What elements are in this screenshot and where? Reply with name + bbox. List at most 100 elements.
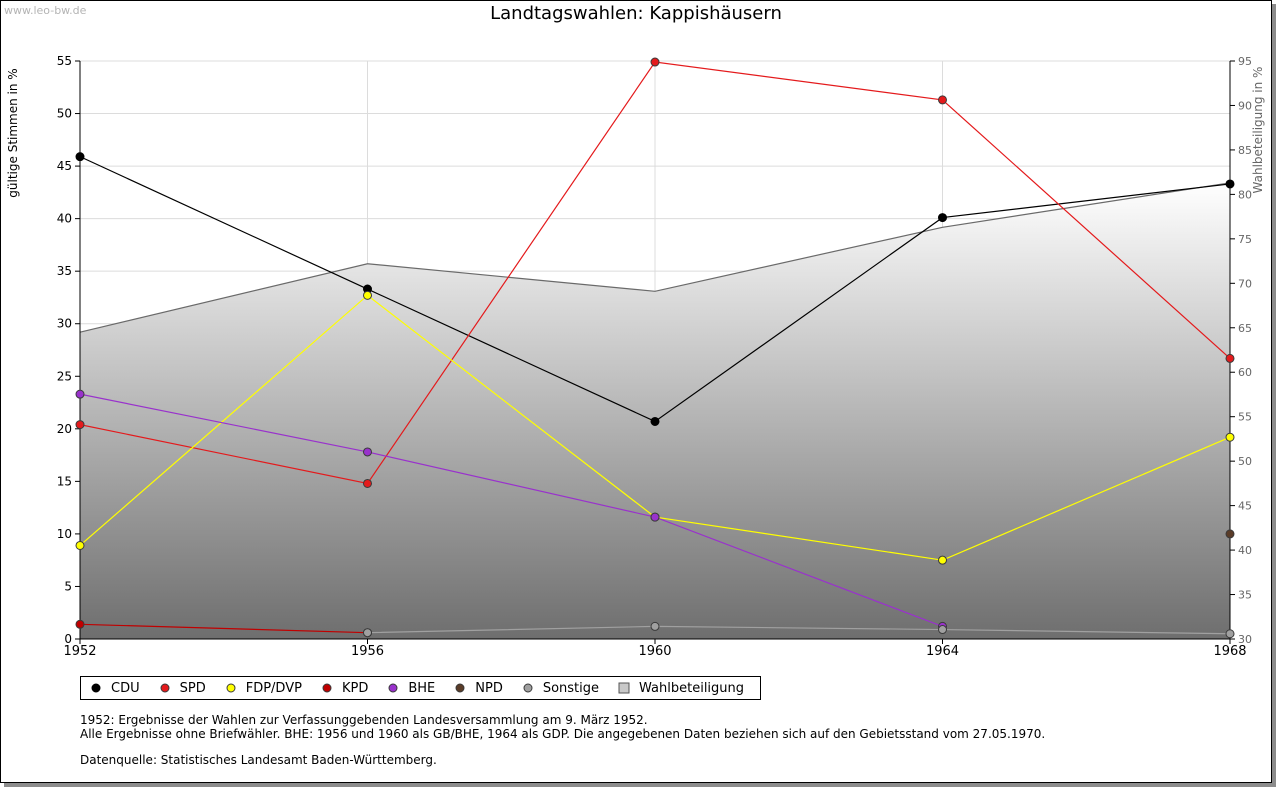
- y-tick-label-right: 35: [1238, 589, 1252, 602]
- data-point-cdu: [650, 416, 660, 426]
- legend-swatch-sonstige: [523, 683, 533, 693]
- legend-label-kpd: KPD: [341, 680, 369, 696]
- data-point-spd: [1225, 353, 1235, 363]
- legend-swatch-npd: [455, 683, 465, 693]
- legend-dot-marker: [226, 683, 236, 693]
- y-tick-label-right: 80: [1238, 188, 1252, 201]
- y-tick-label-right: 85: [1238, 144, 1252, 157]
- legend-item-cdu: CDU: [89, 681, 140, 696]
- legend-label-fdp-dvp: FDP/DVP: [245, 680, 302, 696]
- data-point-cdu: [938, 213, 947, 223]
- x-tick-label: 1968: [1213, 644, 1246, 659]
- data-source: Datenquelle: Statistisches Landesamt Bad…: [80, 753, 437, 767]
- footnote-1952: 1952: Ergebnisse der Wahlen zur Verfassu…: [80, 713, 648, 727]
- data-point-bhe: [363, 447, 372, 457]
- data-point-bhe: [75, 389, 85, 399]
- legend-label-npd: NPD: [475, 680, 503, 696]
- y-tick-label-left: 35: [57, 264, 72, 278]
- y-tick-label-right: 40: [1238, 544, 1252, 557]
- y-tick-label-left: 50: [57, 107, 72, 121]
- legend-swatch-spd: [160, 683, 170, 693]
- x-tick-label: 1960: [638, 644, 671, 659]
- y-tick-label-right: 70: [1238, 277, 1252, 290]
- watermark: www.leo-bw.de: [4, 4, 87, 17]
- legend-dot-marker: [455, 683, 465, 693]
- y-tick-label-right: 65: [1238, 322, 1252, 335]
- data-point-sonstige: [650, 621, 660, 631]
- y-tick-label-left: 25: [57, 369, 72, 383]
- y-tick-label-left: 45: [57, 159, 72, 173]
- legend-item-sonstige: Sonstige: [521, 681, 599, 696]
- series-line-bhe: [79, 393, 943, 627]
- y-tick-label-left: 15: [57, 474, 72, 488]
- legend: CDU SPD FDP/DVP KPD BHE NPD Sonstige Wahlbeteil…: [80, 676, 762, 700]
- y-tick-label-left: 20: [57, 422, 72, 436]
- legend-square-marker: [618, 682, 630, 694]
- legend-item-spd: SPD: [158, 681, 206, 696]
- y-tick-label-right: 50: [1238, 455, 1252, 468]
- y-tick-label-left: 5: [64, 579, 72, 593]
- data-point-bhe: [650, 512, 660, 522]
- data-point-spd: [938, 95, 947, 105]
- legend-dot-marker: [160, 683, 170, 693]
- y-tick-label-right: 30: [1238, 633, 1252, 646]
- legend-label-sonstige: Sonstige: [542, 680, 600, 696]
- legend-label-cdu: CDU: [111, 680, 140, 696]
- data-point-fdp-dvp: [75, 540, 85, 550]
- legend-swatch-fdp-dvp: [226, 683, 236, 693]
- legend-dot-marker: [322, 683, 332, 693]
- legend-dot-marker: [91, 683, 101, 693]
- x-tick-label: 1964: [926, 644, 959, 659]
- data-point-spd: [650, 57, 660, 67]
- legend-swatch-cdu: [91, 683, 101, 693]
- legend-swatch-kpd: [322, 683, 332, 693]
- legend-item-bhe: BHE: [386, 681, 435, 696]
- chart-title: Landtagswahlen: Kappishäusern: [490, 3, 782, 24]
- data-point-sonstige: [1225, 629, 1235, 639]
- legend-dot-marker: [388, 683, 398, 693]
- data-point-cdu: [75, 152, 85, 162]
- y-tick-label-left: 10: [57, 527, 72, 541]
- footnotes: 1952: Ergebnisse der Wahlen zur Verfassu…: [80, 713, 1045, 767]
- legend-item-npd: NPD: [453, 681, 503, 696]
- legend-label-bhe: BHE: [408, 680, 436, 696]
- y-tick-label-left: 40: [57, 212, 72, 226]
- data-point-fdp-dvp: [938, 555, 947, 565]
- data-point-fdp-dvp: [363, 290, 372, 300]
- y-tick-label-right: 60: [1238, 366, 1252, 379]
- legend-item-fdp-dvp: FDP/DVP: [224, 681, 302, 696]
- footnote-general: Alle Ergebnisse ohne Briefwähler. BHE: 1…: [80, 727, 1046, 741]
- turnout-area-outline: [79, 182, 1231, 333]
- y-tick-label-left: 0: [64, 632, 72, 646]
- y-axis-title-right: Wahlbeteiligung in %: [1251, 67, 1265, 194]
- y-tick-label-right: 45: [1238, 500, 1252, 513]
- legend-dot-marker: [523, 683, 533, 693]
- series-markers: [75, 57, 1235, 639]
- data-point-sonstige: [363, 628, 372, 638]
- legend-label-spd: SPD: [179, 680, 206, 696]
- legend-item-kpd: KPD: [320, 681, 368, 696]
- y-tick-label-right: 55: [1238, 411, 1252, 424]
- data-point-kpd: [75, 619, 85, 629]
- legend-item-wahlbeteiligung: Wahlbeteiligung: [617, 681, 744, 696]
- y-tick-label-left: 55: [57, 54, 72, 68]
- y-tick-label-left: 30: [57, 317, 72, 331]
- data-point-npd: [1225, 529, 1235, 539]
- x-tick-label: 1952: [63, 644, 96, 659]
- data-point-cdu: [1225, 179, 1235, 189]
- series-line-kpd: [79, 623, 368, 634]
- legend-swatch-bhe: [388, 683, 398, 693]
- y-axis-title-left: gültige Stimmen in %: [6, 68, 20, 197]
- y-tick-label-right: 75: [1238, 233, 1252, 246]
- data-point-spd: [75, 420, 85, 430]
- legend-label-wahlbeteiligung: Wahlbeteiligung: [639, 680, 745, 696]
- data-point-spd: [363, 478, 372, 488]
- series-line-sonstige: [367, 625, 1231, 635]
- y-tick-label-right: 90: [1238, 99, 1252, 112]
- chart-canvas: 0 5 10 15 20 25 30 35 40 45 50 55 30 35 40 45 50 55 60 65 70…: [6, 54, 1265, 659]
- data-point-sonstige: [938, 625, 947, 635]
- data-point-fdp-dvp: [1225, 432, 1235, 442]
- axes: 0 5 10 15 20 25 30 35 40 45 50 55 30 35 40 45 50 55 60 65 70…: [6, 54, 1265, 659]
- y-tick-label-right: 95: [1238, 55, 1252, 68]
- x-tick-label: 1956: [351, 644, 384, 659]
